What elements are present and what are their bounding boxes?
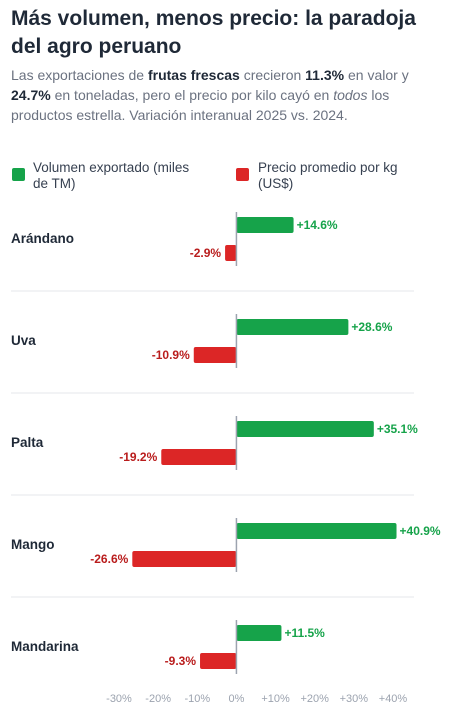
- volume-bar: [236, 421, 374, 437]
- x-tick-label: 0%: [228, 693, 244, 705]
- category-label: Palta: [11, 435, 44, 450]
- category-label: Mango: [11, 537, 55, 552]
- volume-value-label: +40.9%: [400, 524, 441, 538]
- category-label: Mandarina: [11, 639, 79, 654]
- volume-value-label: +28.6%: [351, 320, 392, 334]
- chart-subtitle: Las exportaciones de frutas frescas crec…: [11, 65, 431, 125]
- category-label: Arándano: [11, 231, 74, 246]
- price-bar: [132, 551, 237, 567]
- x-tick-label: +20%: [300, 693, 329, 705]
- category-label: Uva: [11, 333, 36, 348]
- volume-bar: [236, 217, 294, 233]
- subtitle-fragment: en valor y: [344, 67, 409, 83]
- x-tick-label: +10%: [261, 693, 290, 705]
- subtitle-fragment: crecieron: [239, 67, 306, 83]
- price-value-label: -10.9%: [152, 348, 190, 362]
- price-bar: [200, 653, 237, 669]
- volume-value-label: +35.1%: [377, 422, 418, 436]
- subtitle-fragment: todos: [333, 87, 368, 103]
- legend-price-swatch: [236, 168, 249, 181]
- x-tick-label: +40%: [379, 693, 408, 705]
- legend-price-label: Precio promedio por kg (US$): [258, 160, 398, 191]
- x-tick-label: -20%: [145, 693, 171, 705]
- volume-bar: [236, 625, 282, 641]
- volume-bar: [236, 319, 349, 335]
- x-tick-label: -30%: [106, 693, 132, 705]
- price-value-label: -2.9%: [190, 246, 222, 260]
- volume-value-label: +14.6%: [297, 218, 338, 232]
- subtitle-fragment: 11.3%: [305, 67, 345, 83]
- legend-volume-label: Volumen exportado (miles de TM): [33, 160, 190, 191]
- legend-volume-swatch: [12, 168, 25, 181]
- volume-value-label: +11.5%: [284, 626, 325, 640]
- subtitle-fragment: 24.7%: [11, 87, 51, 103]
- price-bar: [225, 245, 237, 261]
- price-value-label: -26.6%: [90, 552, 128, 566]
- subtitle-fragment: Las exportaciones de: [11, 67, 148, 83]
- price-bar: [161, 449, 237, 465]
- price-value-label: -9.3%: [165, 654, 197, 668]
- subtitle-fragment: en toneladas, pero el precio por kilo ca…: [50, 87, 334, 103]
- subtitle-fragment: frutas frescas: [147, 67, 240, 83]
- price-value-label: -19.2%: [119, 450, 157, 464]
- chart-title: Más volumen, menos precio: la paradoja d…: [11, 7, 416, 58]
- subtitle-fragment: los productos estrella. Variación intera…: [11, 87, 390, 123]
- x-tick-label: -10%: [184, 693, 210, 705]
- volume-bar: [236, 523, 397, 539]
- x-tick-label: +30%: [340, 693, 369, 705]
- price-bar: [193, 347, 237, 363]
